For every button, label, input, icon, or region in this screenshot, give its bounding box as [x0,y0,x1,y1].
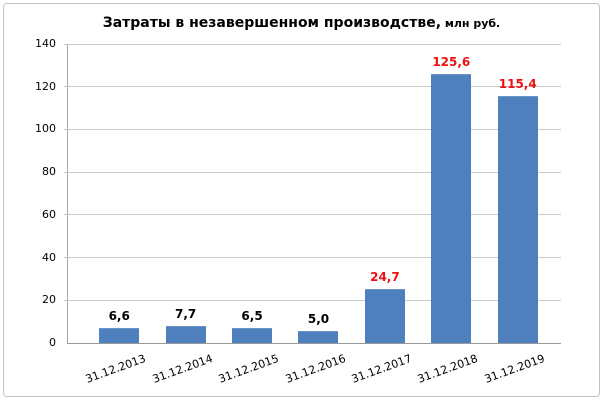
bar-slot: 125,6 [418,44,484,343]
y-axis-label: 20 [42,293,56,307]
gridline [64,214,561,216]
bar-value-label: 6,5 [241,309,263,324]
bar [99,327,140,343]
bar-value-label: 24,7 [370,270,400,285]
gridline [64,86,561,88]
y-axis-label: 140 [35,37,56,50]
bar [431,73,472,343]
bar [232,328,273,343]
bar-slot: 6,6 [86,44,152,343]
y-axis-label: 0 [49,336,56,349]
bar [497,95,538,343]
bar-slot: 7,7 [152,44,218,343]
chart-title: Затраты в незавершенном производстве, мл… [0,12,603,31]
bars-row: 6,6 7,7 6,5 5,0 24,7 125,6 115,4 [86,44,551,343]
bar-slot: 115,4 [485,44,551,343]
bar [364,289,405,343]
chart-title-unit: млн руб. [441,17,501,30]
plot-area: 6,6 7,7 6,5 5,0 24,7 125,6 115,4 [64,43,561,344]
bar-value-label: 115,4 [498,76,537,91]
bar [298,331,339,343]
bar-value-label: 7,7 [175,306,197,321]
gridline [64,257,561,259]
y-axis-label: 80 [42,165,56,179]
bar-value-label: 6,6 [108,308,130,323]
bar-value-label: 125,6 [432,54,471,69]
y-axis-label: 100 [35,122,56,136]
y-axis-label: 40 [42,250,56,264]
gridline [64,43,561,45]
gridline [64,299,561,301]
chart-title-main: Затраты в незавершенном производстве, [102,15,442,31]
gridline [64,171,561,173]
bar-slot: 24,7 [352,44,418,343]
bar-slot: 6,5 [219,44,285,343]
y-axis-label: 120 [35,79,56,93]
bar [165,325,206,343]
x-axis: 31.12.2013 31.12.2014 31.12.2015 31.12.2016… [84,344,570,396]
y-axis-label: 60 [42,207,56,221]
bar-slot: 5,0 [285,44,351,343]
bar-value-label: 5,0 [307,312,330,327]
gridline [64,128,561,130]
